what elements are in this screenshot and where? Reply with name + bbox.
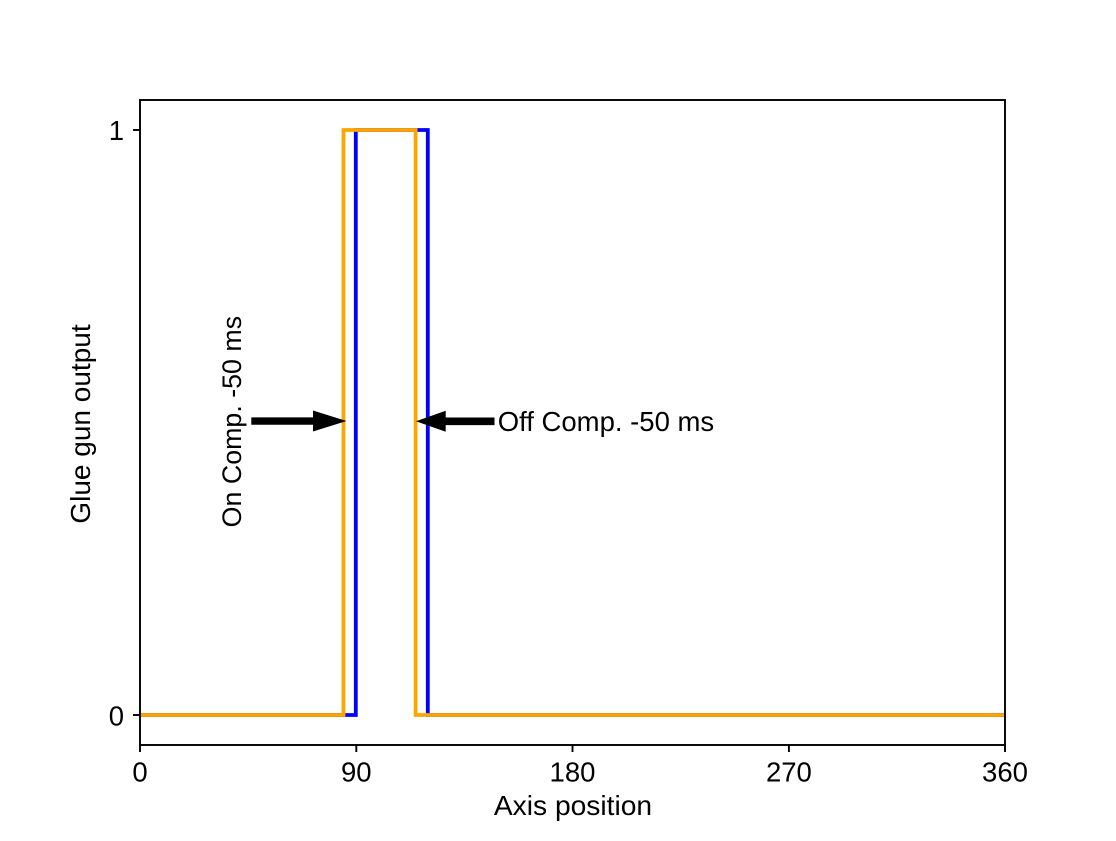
svg-text:Glue gun output: Glue gun output — [65, 324, 96, 523]
svg-text:0: 0 — [132, 757, 147, 788]
svg-text:1: 1 — [109, 115, 124, 146]
svg-text:180: 180 — [550, 757, 596, 788]
svg-text:90: 90 — [341, 757, 372, 788]
svg-text:Off Comp. -50 ms: Off Comp. -50 ms — [498, 406, 715, 437]
svg-text:360: 360 — [982, 757, 1028, 788]
svg-text:Axis position: Axis position — [494, 789, 652, 821]
svg-text:On Comp. -50 ms: On Comp. -50 ms — [217, 316, 247, 527]
svg-text:0: 0 — [109, 700, 124, 731]
svg-text:270: 270 — [766, 757, 812, 788]
